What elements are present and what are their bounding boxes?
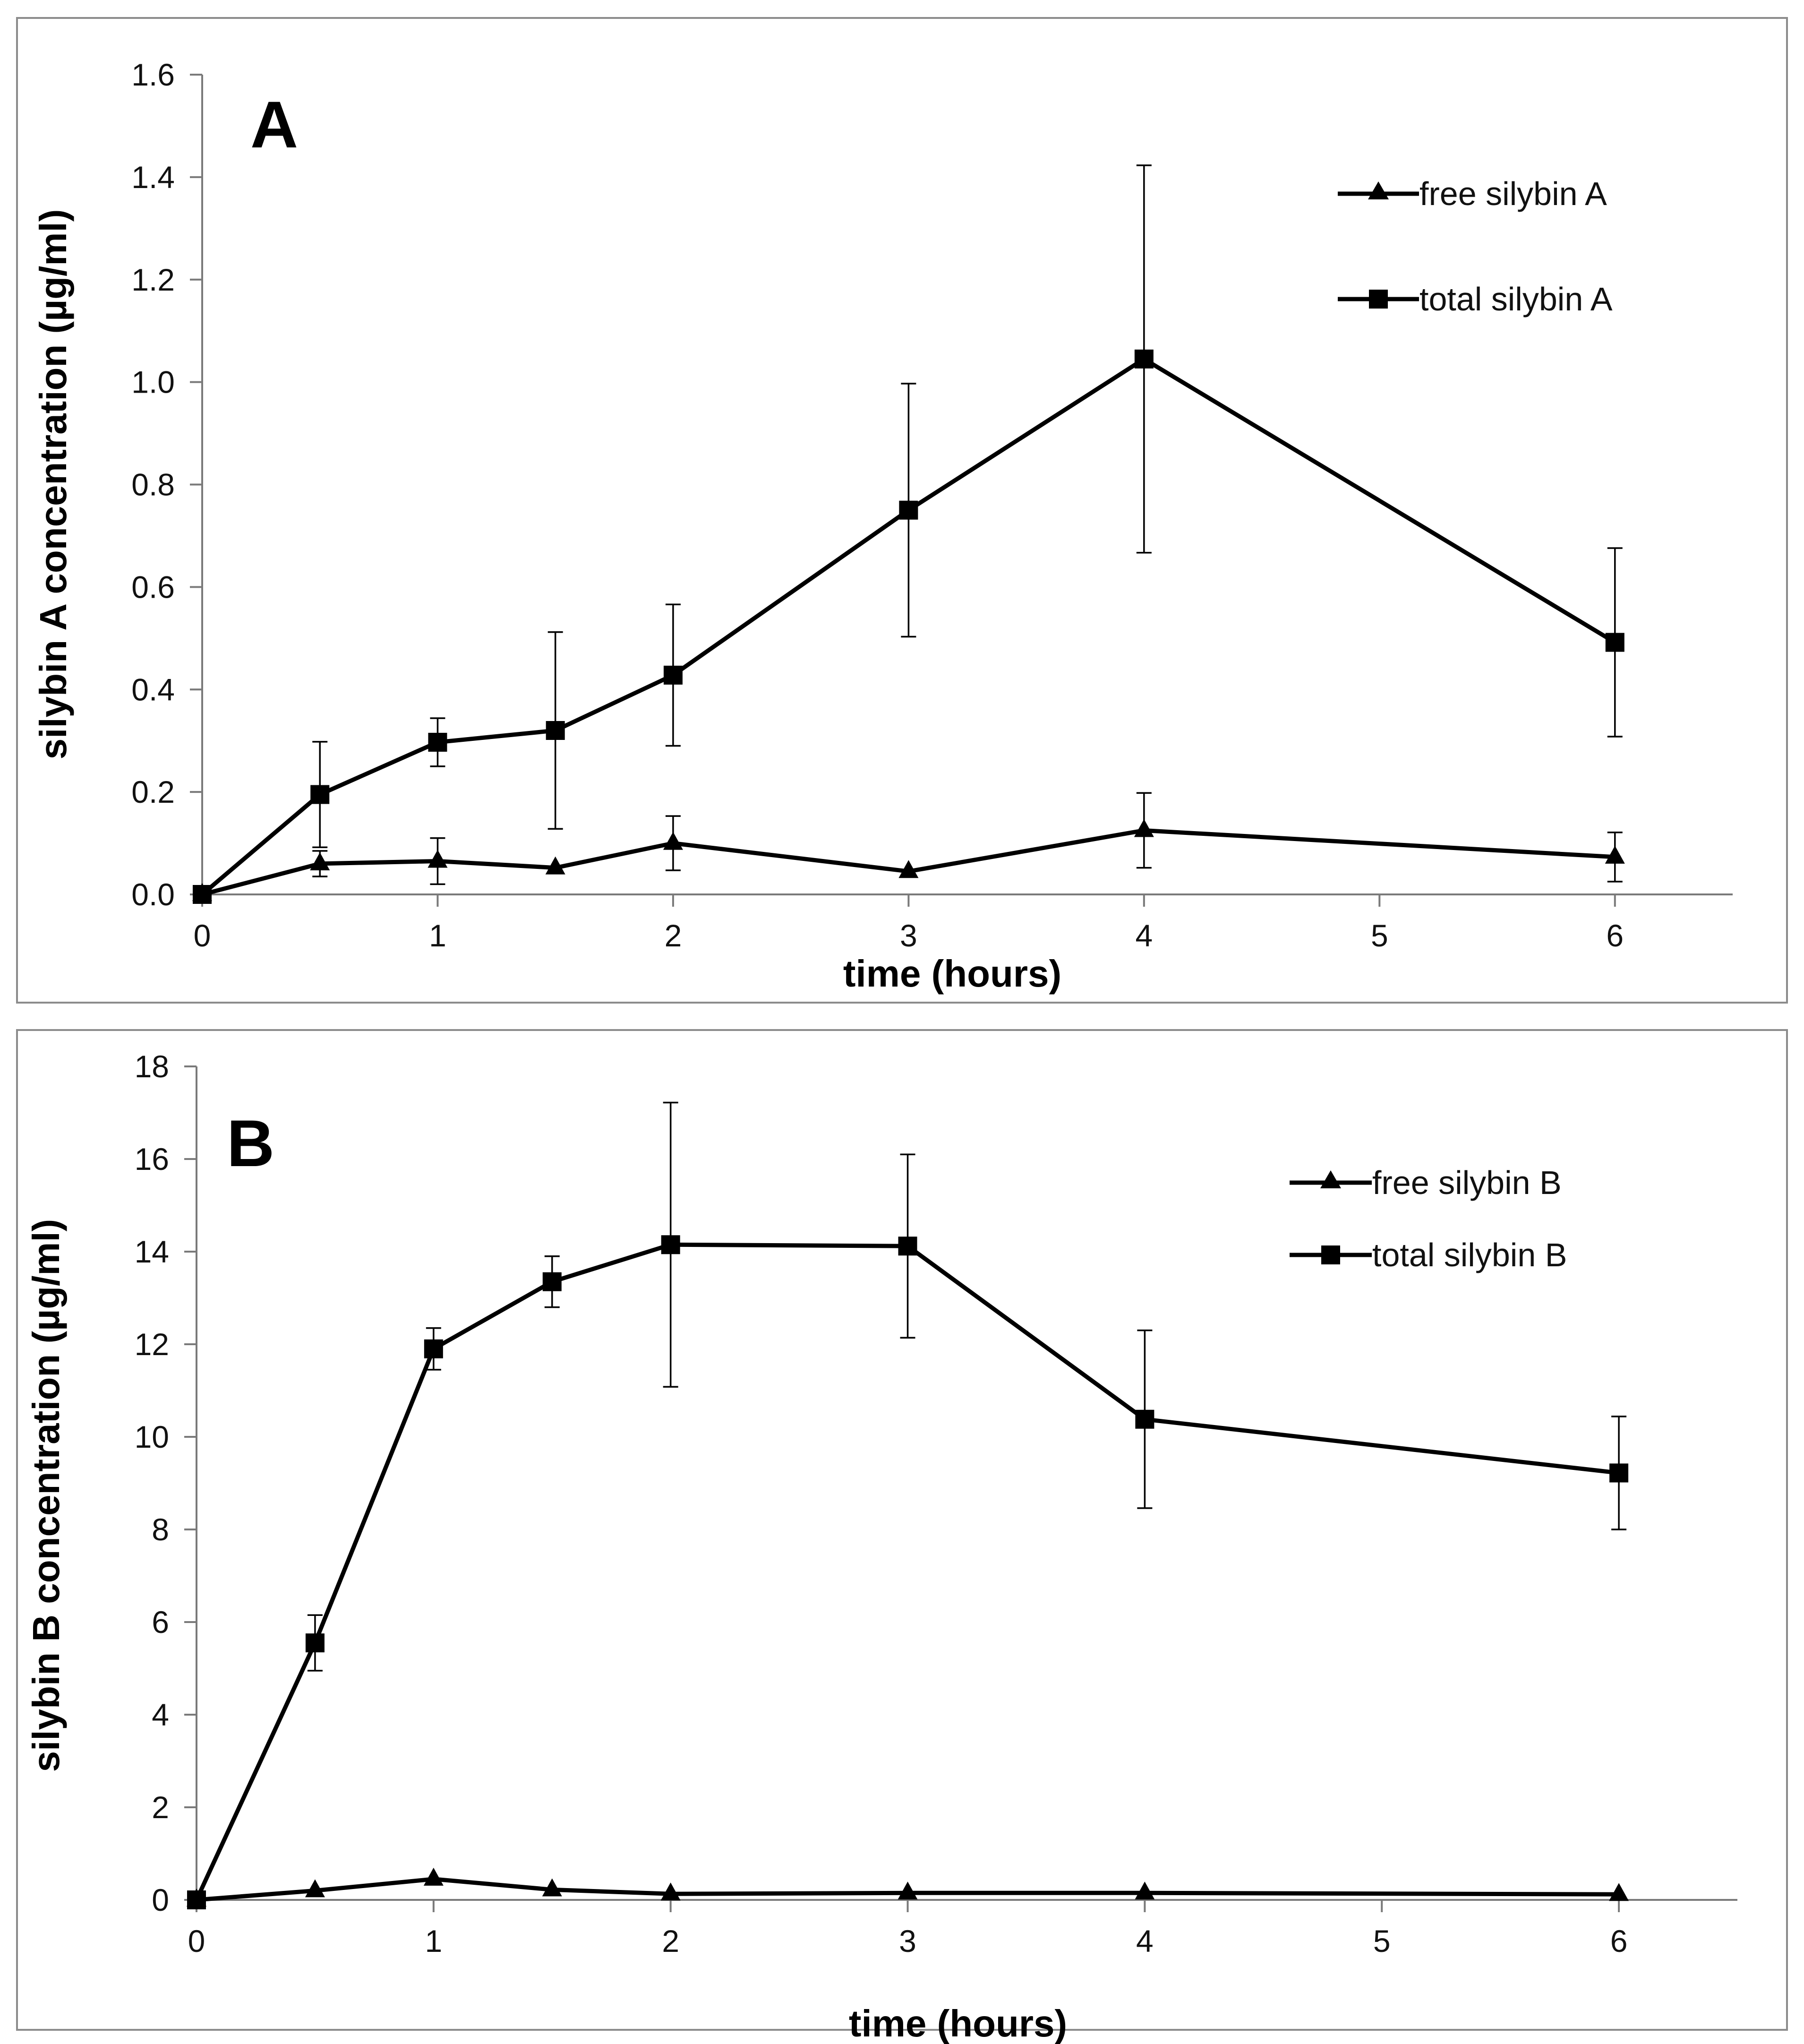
series-line-free-silybin-b [196, 1877, 1619, 1902]
panel-b-x-tick-label: 1 [425, 1924, 442, 1958]
panel-b-x-tick-label: 5 [1373, 1924, 1391, 1958]
panel-a-x-tick-label: 3 [900, 918, 917, 953]
legend-item-total-silybin-a: total silybin A [1338, 281, 1613, 318]
panel-a-frame [16, 17, 1788, 1004]
panel-b-y-tick-label: 2 [152, 1790, 169, 1825]
data-point-total-silybin-a [1605, 633, 1624, 652]
panel-a-x-tick-label: 1 [429, 918, 446, 953]
legend-item-free-silybin-b: free silybin B [1290, 1164, 1562, 1201]
panel-a-y-tick-label: 1.4 [131, 160, 175, 195]
series-line-total-silybin-a [201, 357, 1616, 896]
data-point-free-silybin-a [1605, 845, 1625, 864]
panel-b-x-tick-label: 0 [188, 1924, 205, 1958]
panel-a-ticks: 0.0 0.2 0.4 0.6 0.8 1.0 1.2 1.4 1.6 0 1 2 3 4 5 6 [131, 57, 1624, 953]
data-point-total-silybin-b [542, 1272, 562, 1291]
data-point-free-silybin-a [898, 860, 919, 878]
panel-a-series-lines [201, 357, 1616, 897]
series-line-free-silybin-a [201, 828, 1616, 897]
legend-square-icon [1369, 290, 1388, 309]
panel-b-label: B [227, 1106, 274, 1180]
data-point-total-silybin-a [663, 665, 683, 685]
data-point-free-silybin-b [898, 1881, 918, 1900]
data-point-total-silybin-a [899, 500, 918, 520]
panel-a-x-tick-label: 2 [665, 918, 682, 953]
panel-b-x-axis-title: time (hours) [849, 2002, 1067, 2044]
data-point-total-silybin-a [193, 885, 212, 904]
panel-a-x-tick-label: 4 [1135, 918, 1153, 953]
legend-label-total-silybin-a: total silybin A [1419, 281, 1613, 318]
data-point-total-silybin-b [187, 1890, 206, 1909]
data-point-free-silybin-a [1134, 819, 1154, 837]
data-point-free-silybin-b [1609, 1883, 1629, 1901]
data-point-free-silybin-b [423, 1867, 444, 1886]
panel-b-y-tick-label: 8 [152, 1512, 169, 1547]
panel-a-markers [192, 349, 1625, 904]
data-point-total-silybin-a [310, 785, 330, 804]
panel-b-frame [16, 1029, 1788, 2031]
data-point-total-silybin-b [898, 1237, 917, 1256]
panel-b-y-tick-label: 6 [152, 1605, 169, 1640]
legend-square-icon [1321, 1245, 1340, 1264]
panel-b-x-tick-label: 3 [899, 1924, 916, 1958]
panel-b-y-tick-label: 10 [135, 1419, 169, 1454]
data-point-total-silybin-a [428, 732, 447, 752]
panel-b-y-tick-label: 4 [152, 1697, 169, 1732]
data-point-free-silybin-a [545, 856, 565, 875]
data-point-free-silybin-a [310, 852, 330, 870]
panel-a-y-tick-label: 1.0 [131, 365, 175, 400]
data-point-total-silybin-b [305, 1633, 325, 1653]
data-point-free-silybin-b [660, 1882, 681, 1901]
panel-a-y-tick-label: 0.6 [131, 569, 175, 604]
data-point-free-silybin-b [542, 1878, 562, 1897]
series-line-total-silybin-b [194, 1242, 1619, 1901]
panel-a-label: A [250, 87, 298, 162]
legend-label-total-silybin-b: total silybin B [1372, 1237, 1567, 1273]
panel-a-x-tick-label: 6 [1606, 918, 1624, 953]
panel-b-y-tick-label: 16 [135, 1142, 169, 1177]
legend-label-free-silybin-a: free silybin A [1419, 175, 1607, 212]
panel-b-x-tick-label: 2 [662, 1924, 679, 1958]
legend-triangle-icon [1368, 181, 1389, 199]
data-point-free-silybin-b [305, 1879, 325, 1898]
panel-b-y-tick-label: 12 [135, 1327, 169, 1362]
data-point-total-silybin-b [661, 1235, 680, 1254]
panel-a: 0.0 0.2 0.4 0.6 0.8 1.0 1.2 1.4 1.6 0 1 2 3 4 5 6 A tim… [16, 17, 1788, 1004]
panel-b-y-tick-label: 18 [135, 1049, 169, 1084]
panel-a-y-tick-label: 1.6 [131, 57, 175, 92]
panel-b-x-tick-label: 4 [1136, 1924, 1154, 1958]
data-point-total-silybin-a [1134, 349, 1154, 369]
panel-a-x-tick-label: 0 [194, 918, 211, 953]
panel-b-y-axis-title: silybin B concentration (µg/ml) [25, 1219, 67, 1772]
legend-triangle-icon [1320, 1170, 1341, 1188]
legend-item-total-silybin-b: total silybin B [1290, 1237, 1567, 1273]
panel-b-series-lines [194, 1242, 1619, 1902]
panel-b-x-tick-label: 6 [1610, 1924, 1628, 1958]
panel-a-x-axis-title: time (hours) [843, 953, 1061, 995]
data-point-free-silybin-a [663, 832, 683, 850]
panel-a-y-tick-label: 0.8 [131, 467, 175, 502]
data-point-free-silybin-a [427, 850, 448, 868]
data-point-free-silybin-b [1135, 1881, 1155, 1900]
data-point-total-silybin-b [1609, 1463, 1629, 1483]
panel-a-y-tick-label: 0.4 [131, 672, 175, 707]
legend-label-free-silybin-b: free silybin B [1372, 1164, 1562, 1201]
legend-item-free-silybin-a: free silybin A [1338, 175, 1607, 212]
panel-a-y-tick-label: 1.2 [131, 262, 175, 297]
panel-b-markers [187, 1235, 1629, 1909]
panel-a-y-tick-label: 0.0 [131, 877, 175, 912]
panel-a-legend: free silybin A total silybin A [1338, 175, 1613, 318]
panel-a-y-tick-label: 0.2 [131, 774, 175, 809]
data-point-total-silybin-a [546, 721, 565, 740]
panel-a-x-tick-label: 5 [1371, 918, 1388, 953]
data-point-total-silybin-b [424, 1339, 443, 1358]
panel-a-y-axis-title: silybin A concentration (µg/ml) [32, 209, 74, 760]
panel-b-y-tick-label: 14 [135, 1234, 169, 1269]
panel-b-legend: free silybin B total silybin B [1290, 1164, 1567, 1273]
data-point-total-silybin-b [1135, 1409, 1154, 1429]
panel-b-y-tick-label: 0 [152, 1882, 169, 1917]
